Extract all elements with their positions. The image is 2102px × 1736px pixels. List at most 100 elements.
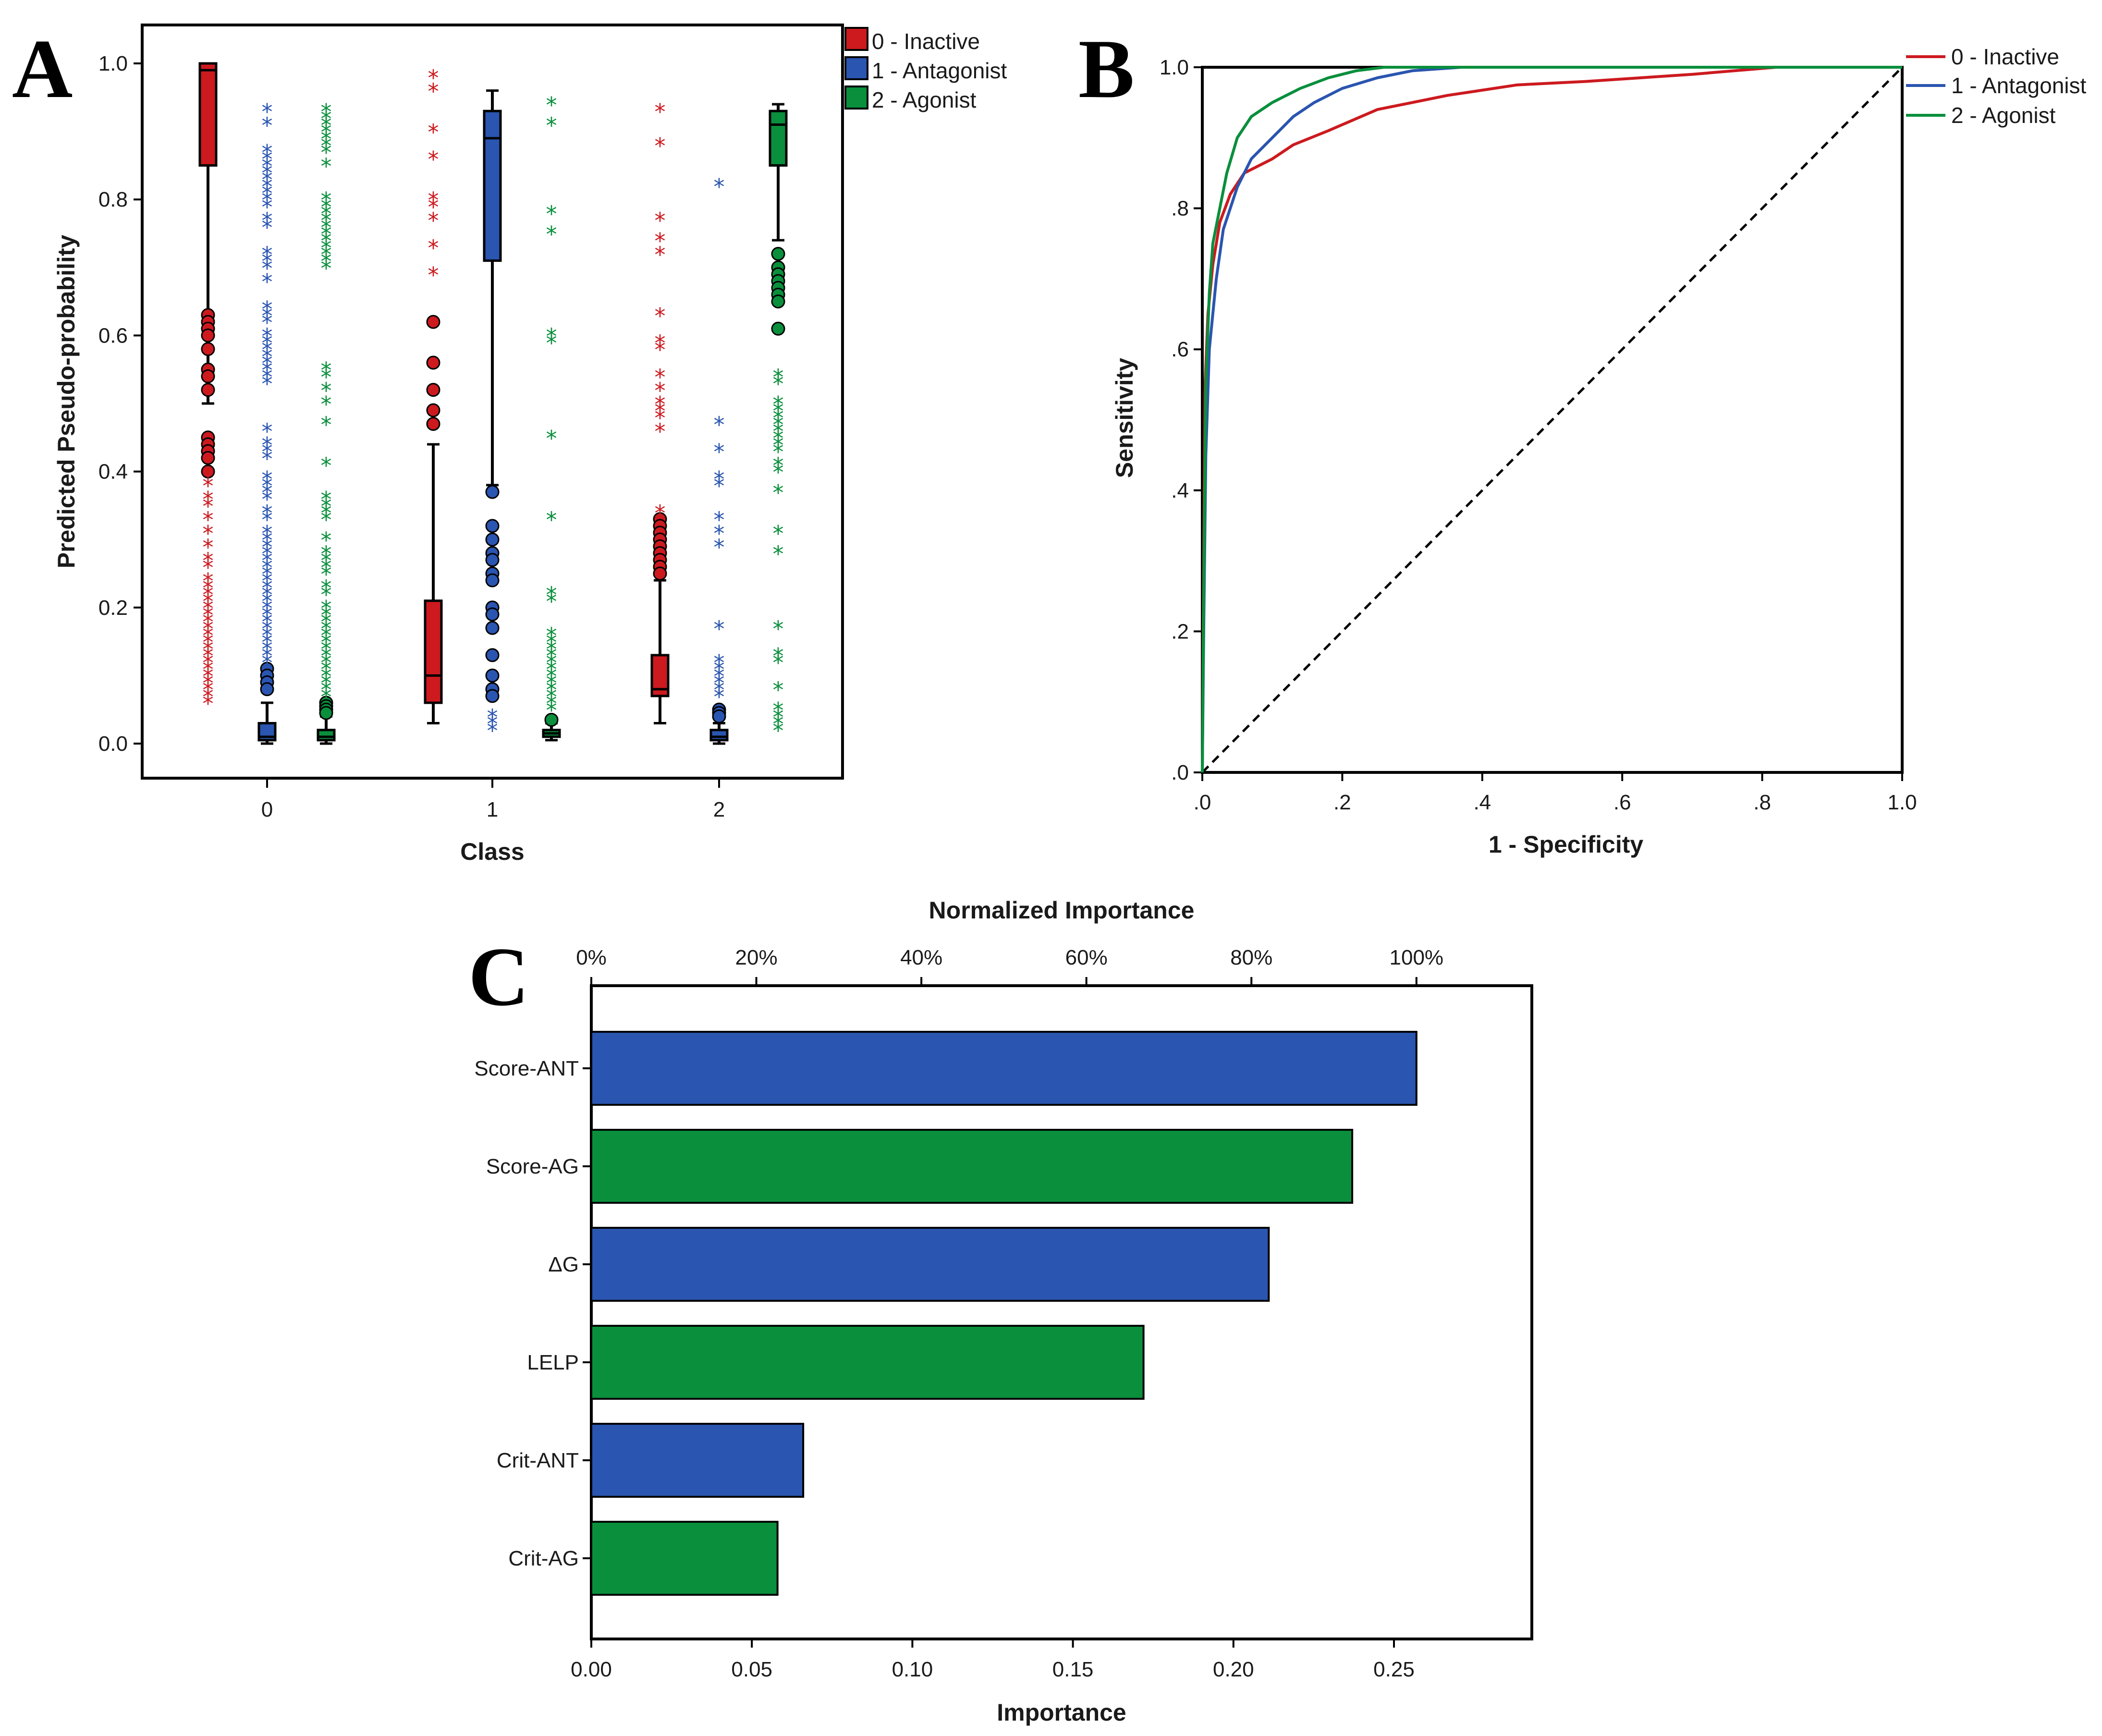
outlier-star: * — [773, 432, 784, 458]
outlier-star: * — [262, 480, 273, 506]
box-2-1: ********************** — [542, 92, 561, 742]
outlier-star: * — [203, 602, 214, 628]
outlier-star: * — [714, 507, 725, 533]
x-tick-label-c: 0.15 — [1052, 1658, 1094, 1681]
panel-b-legend: 0 - Inactive 1 - Antagonist 2 - Agonist — [1906, 44, 2087, 128]
outlier-star: * — [262, 439, 273, 465]
outlier-star: * — [262, 112, 273, 138]
outlier-star: * — [714, 663, 725, 689]
y-tick-label-a: 0.0 — [98, 732, 128, 756]
outlier-star: * — [262, 609, 273, 635]
top-tick-label-c: 80% — [1230, 946, 1272, 969]
outlier-star: * — [321, 120, 332, 146]
outlier-star: * — [428, 79, 439, 105]
outlier-star: * — [714, 521, 725, 547]
legend-a-agonist: 2 - Agonist — [872, 87, 977, 112]
panel-c: C Normalized Importance 0% 20% 40% 60% 80% 10… — [468, 897, 1533, 1726]
outlier-star: * — [262, 487, 273, 513]
roc-line-2 — [1201, 66, 1902, 773]
outlier-star: * — [262, 616, 273, 642]
outlier-star: * — [321, 412, 332, 438]
outlier-star: * — [262, 330, 273, 356]
outlier-star: * — [262, 636, 273, 662]
outlier-star: * — [203, 575, 214, 601]
x-tick-label-c: 0.20 — [1213, 1658, 1254, 1681]
reference-diagonal — [1201, 66, 1903, 773]
outlier-star: * — [321, 126, 332, 152]
bar-2 — [590, 1227, 1270, 1302]
box-2-0: ****************************************… — [317, 99, 336, 745]
outlier-star: * — [321, 677, 332, 703]
outlier-star: * — [428, 65, 439, 91]
outlier-star: * — [655, 364, 666, 390]
outlier-star: * — [546, 677, 557, 703]
outlier-star: * — [321, 194, 332, 220]
outlier-star: * — [773, 521, 784, 547]
outlier-star: * — [262, 337, 273, 363]
outlier-star: * — [203, 663, 214, 689]
outlier-star: * — [546, 330, 557, 356]
outlier-star: * — [321, 684, 332, 710]
outlier-star: * — [321, 562, 332, 587]
outlier-star: * — [262, 548, 273, 574]
top-tick-label-c: 0% — [576, 946, 607, 969]
panel-a-x-label: Class — [460, 838, 524, 865]
x-tick-label-c: 0.10 — [892, 1658, 933, 1681]
bar-label-1: Score-AG — [486, 1155, 579, 1178]
outlier-star: * — [262, 432, 273, 458]
outlier-star: * — [203, 521, 214, 547]
outlier-star: * — [655, 398, 666, 424]
panel-a-x-axis: 0 1 2 — [261, 778, 725, 821]
outlier-star: * — [203, 677, 214, 703]
outlier-star: * — [203, 684, 214, 710]
outlier-star: * — [546, 582, 557, 608]
outlier-star: * — [321, 609, 332, 635]
outlier-star: * — [321, 106, 332, 132]
outlier-star: * — [321, 201, 332, 227]
outlier-star: * — [714, 466, 725, 492]
outlier-star: * — [655, 405, 666, 431]
outlier-star: * — [546, 684, 557, 710]
outlier-star: * — [321, 208, 332, 234]
legend-a-swatch-inactive — [844, 27, 868, 51]
outlier-star: * — [203, 555, 214, 581]
y-tick-label-a: 0.2 — [98, 596, 128, 620]
outlier-star: * — [203, 671, 214, 697]
bar-4 — [590, 1423, 805, 1498]
outlier-star: * — [655, 419, 666, 445]
x-tick-label-b: .0 — [1194, 791, 1211, 814]
outlier-star: * — [262, 575, 273, 601]
box-1-2: *************** — [709, 174, 729, 745]
outlier-star: * — [321, 140, 332, 166]
outlier-star: * — [773, 426, 784, 452]
outlier-star: * — [714, 677, 725, 703]
y-tick-label-a: 0.4 — [98, 460, 128, 484]
outlier-star: * — [203, 643, 214, 669]
outlier-star: * — [773, 405, 784, 431]
outlier-star: * — [714, 439, 725, 465]
outlier-circle — [544, 712, 559, 727]
x-tick-label-a: 2 — [713, 798, 725, 821]
outlier-star: * — [546, 657, 557, 683]
outlier-star: * — [714, 412, 725, 438]
outlier-star: * — [655, 228, 666, 254]
outlier-star: * — [321, 582, 332, 608]
outlier-star: * — [262, 99, 273, 125]
outlier-star: * — [321, 221, 332, 247]
outlier-star: * — [262, 623, 273, 648]
outlier-circle — [485, 553, 500, 567]
outlier-star: * — [262, 147, 273, 172]
x-tick-label-c: 0.05 — [731, 1658, 772, 1681]
outlier-star: * — [655, 133, 666, 159]
outlier-star: * — [321, 555, 332, 581]
outlier-star: * — [546, 92, 557, 118]
outlier-star: * — [546, 671, 557, 697]
outlier-star: * — [262, 507, 273, 533]
outlier-star: * — [655, 99, 666, 125]
outlier-star: * — [773, 541, 784, 567]
top-tick-label-c: 40% — [900, 946, 942, 969]
outlier-star: * — [321, 452, 332, 478]
outlier-star: * — [262, 351, 273, 377]
outlier-star: * — [262, 310, 273, 336]
